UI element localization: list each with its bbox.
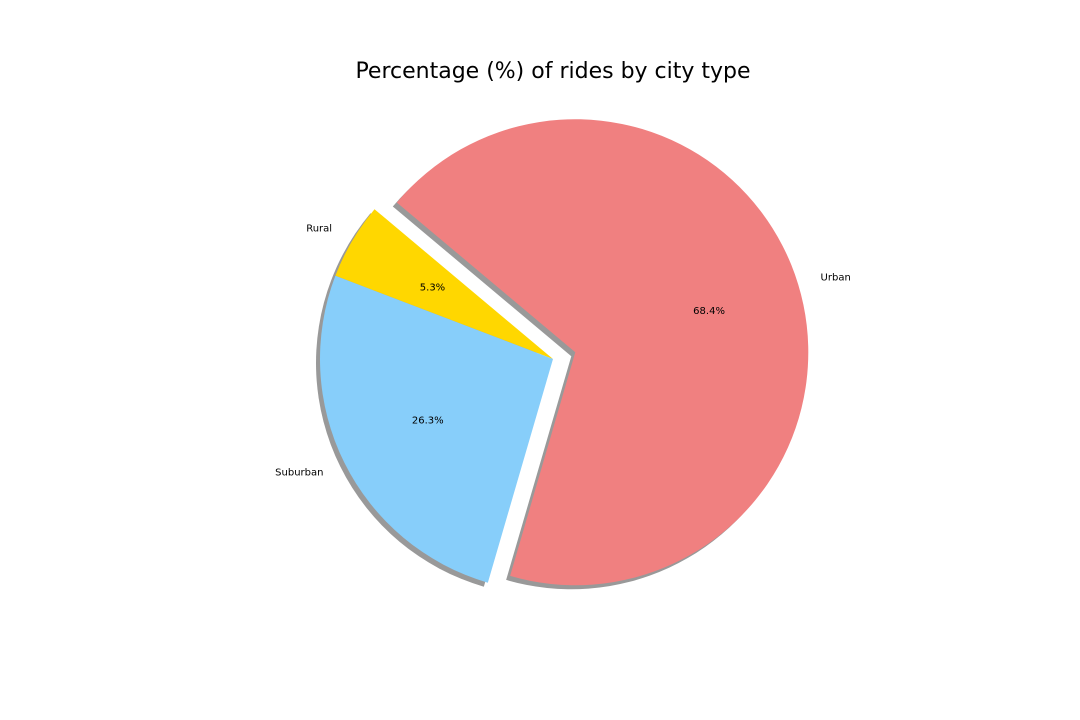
pie-pct-label-rural: 5.3% — [420, 283, 445, 294]
pie-pct-label-suburban: 26.3% — [412, 416, 444, 427]
pie-wedge-urban — [396, 119, 809, 586]
pie-pct-label-urban: 68.4% — [693, 306, 725, 317]
pie-category-label-suburban: Suburban — [275, 468, 323, 479]
pie-category-label-urban: Urban — [821, 272, 851, 283]
pie-wedge-rural — [335, 209, 553, 359]
pie-wedge-suburban — [320, 275, 553, 583]
wedge-layer — [320, 119, 809, 586]
pie-category-label-rural: Rural — [306, 224, 332, 235]
chart-title: Percentage (%) of rides by city type — [355, 59, 751, 84]
label-layer: 5.3% Rural 26.3% Suburban 68.4% Urban — [275, 224, 851, 479]
